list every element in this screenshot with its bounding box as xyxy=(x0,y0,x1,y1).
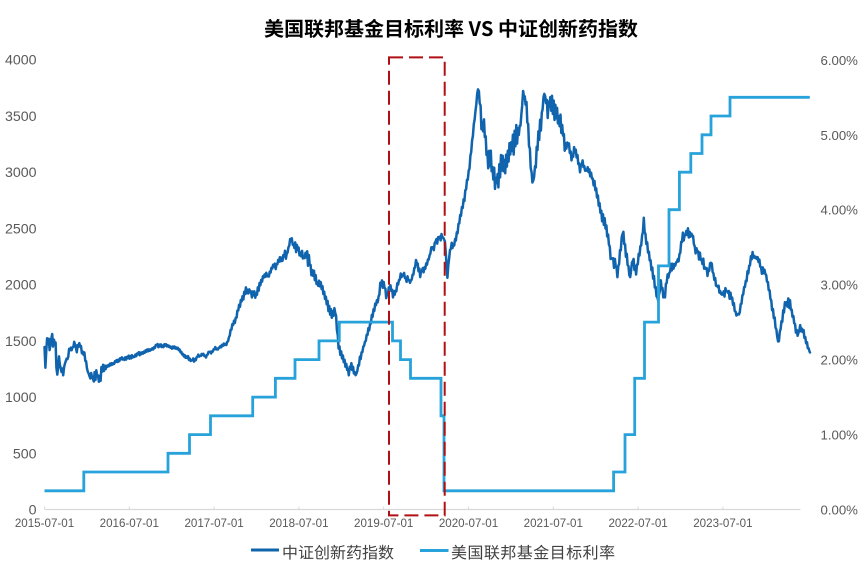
svg-text:2017-07-01: 2017-07-01 xyxy=(184,517,243,530)
svg-text:4.00%: 4.00% xyxy=(821,203,859,218)
svg-text:1000: 1000 xyxy=(5,390,37,406)
svg-text:1500: 1500 xyxy=(5,334,37,350)
svg-text:2020-07-01: 2020-07-01 xyxy=(439,517,498,530)
svg-text:3.00%: 3.00% xyxy=(821,278,859,293)
svg-text:1.00%: 1.00% xyxy=(821,428,859,443)
svg-text:0.00%: 0.00% xyxy=(821,503,859,518)
svg-text:2021-07-01: 2021-07-01 xyxy=(524,517,583,530)
svg-text:4000: 4000 xyxy=(5,53,37,69)
svg-text:2022-07-01: 2022-07-01 xyxy=(608,517,667,530)
svg-text:2019-07-01: 2019-07-01 xyxy=(354,517,413,530)
svg-text:2018-07-01: 2018-07-01 xyxy=(269,517,328,530)
svg-text:2016-07-01: 2016-07-01 xyxy=(100,517,159,530)
svg-text:0: 0 xyxy=(29,503,37,519)
svg-text:3000: 3000 xyxy=(5,165,37,181)
svg-text:6.00%: 6.00% xyxy=(821,53,859,68)
svg-text:2000: 2000 xyxy=(5,278,37,294)
svg-text:2.00%: 2.00% xyxy=(821,353,859,368)
svg-text:3500: 3500 xyxy=(5,109,37,125)
svg-text:2015-07-01: 2015-07-01 xyxy=(15,517,74,530)
svg-text:2500: 2500 xyxy=(5,221,37,237)
svg-text:5.00%: 5.00% xyxy=(821,128,859,143)
svg-text:500: 500 xyxy=(13,446,37,462)
svg-text:2023-07-01: 2023-07-01 xyxy=(693,517,752,530)
